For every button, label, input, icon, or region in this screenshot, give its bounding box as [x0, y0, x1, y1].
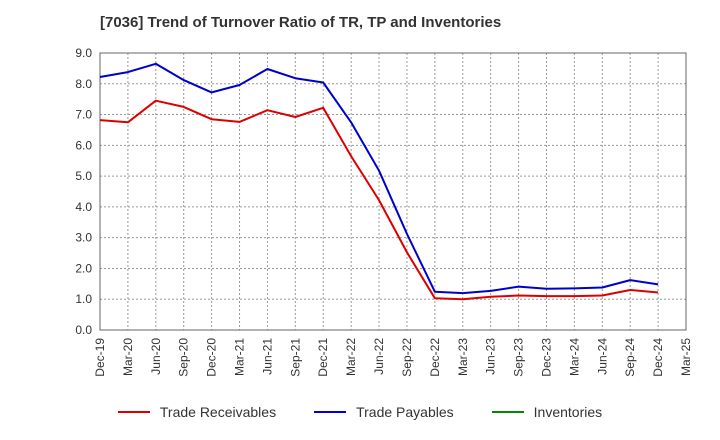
legend-label-trade-receivables: Trade Receivables: [159, 404, 277, 420]
x-tick-label: Sep-23: [512, 338, 526, 377]
x-tick-label: Sep-24: [623, 338, 637, 377]
legend-label-inventories: Inventories: [533, 404, 603, 420]
y-tick-label: 9.0: [75, 46, 92, 60]
y-tick-label: 8.0: [75, 77, 92, 91]
x-tick-label: Mar-23: [456, 338, 470, 376]
legend-item-trade-receivables: Trade Receivables: [117, 404, 277, 420]
legend: Trade Receivables Trade Payables Invento…: [0, 404, 720, 420]
x-tick-label: Mar-21: [233, 338, 247, 376]
legend-swatch-inventories: [491, 411, 524, 413]
x-tick-label: Jun-24: [595, 338, 609, 375]
x-tick-label: Sep-20: [177, 338, 191, 377]
series-line-trade-payables: [99, 62, 659, 295]
y-tick-label: 5.0: [75, 169, 92, 183]
x-tick-label: Jun-23: [484, 338, 498, 375]
x-tick-label: Dec-20: [205, 338, 219, 377]
y-tick-label: 0.0: [75, 323, 92, 337]
legend-swatch-trade-payables: [314, 411, 347, 413]
x-tick-label: Jun-21: [260, 338, 274, 375]
y-tick-label: 2.0: [75, 261, 92, 275]
x-tick-label: Dec-23: [539, 338, 553, 377]
series-line-trade-receivables: [99, 99, 659, 301]
x-tick-label: Dec-19: [93, 338, 107, 377]
y-tick-label: 7.0: [75, 108, 92, 122]
x-tick-label: Sep-22: [400, 338, 414, 377]
x-tick-label: Mar-24: [567, 338, 581, 376]
y-tick-label: 3.0: [75, 231, 92, 245]
legend-item-inventories: Inventories: [491, 404, 603, 420]
x-tick-label: Dec-22: [428, 338, 442, 377]
chart-title: [7036] Trend of Turnover Ratio of TR, TP…: [100, 14, 502, 31]
x-tick-label: Sep-21: [288, 338, 302, 377]
plot-frame: [99, 52, 687, 331]
x-tick-label: Jun-22: [372, 338, 386, 375]
x-tick-label: Dec-24: [651, 338, 665, 377]
x-tick-label: Dec-21: [316, 338, 330, 377]
x-tick-label: Mar-22: [344, 338, 358, 376]
legend-item-trade-payables: Trade Payables: [314, 404, 454, 420]
y-tick-label: 4.0: [75, 200, 92, 214]
y-tick-label: 1.0: [75, 292, 92, 306]
x-tick-label: Mar-20: [121, 338, 135, 376]
legend-label-trade-payables: Trade Payables: [356, 404, 454, 420]
legend-swatch-trade-receivables: [117, 411, 150, 413]
y-tick-label: 6.0: [75, 138, 92, 152]
x-tick-label: Mar-25: [679, 338, 693, 376]
x-tick-label: Jun-20: [149, 338, 163, 375]
